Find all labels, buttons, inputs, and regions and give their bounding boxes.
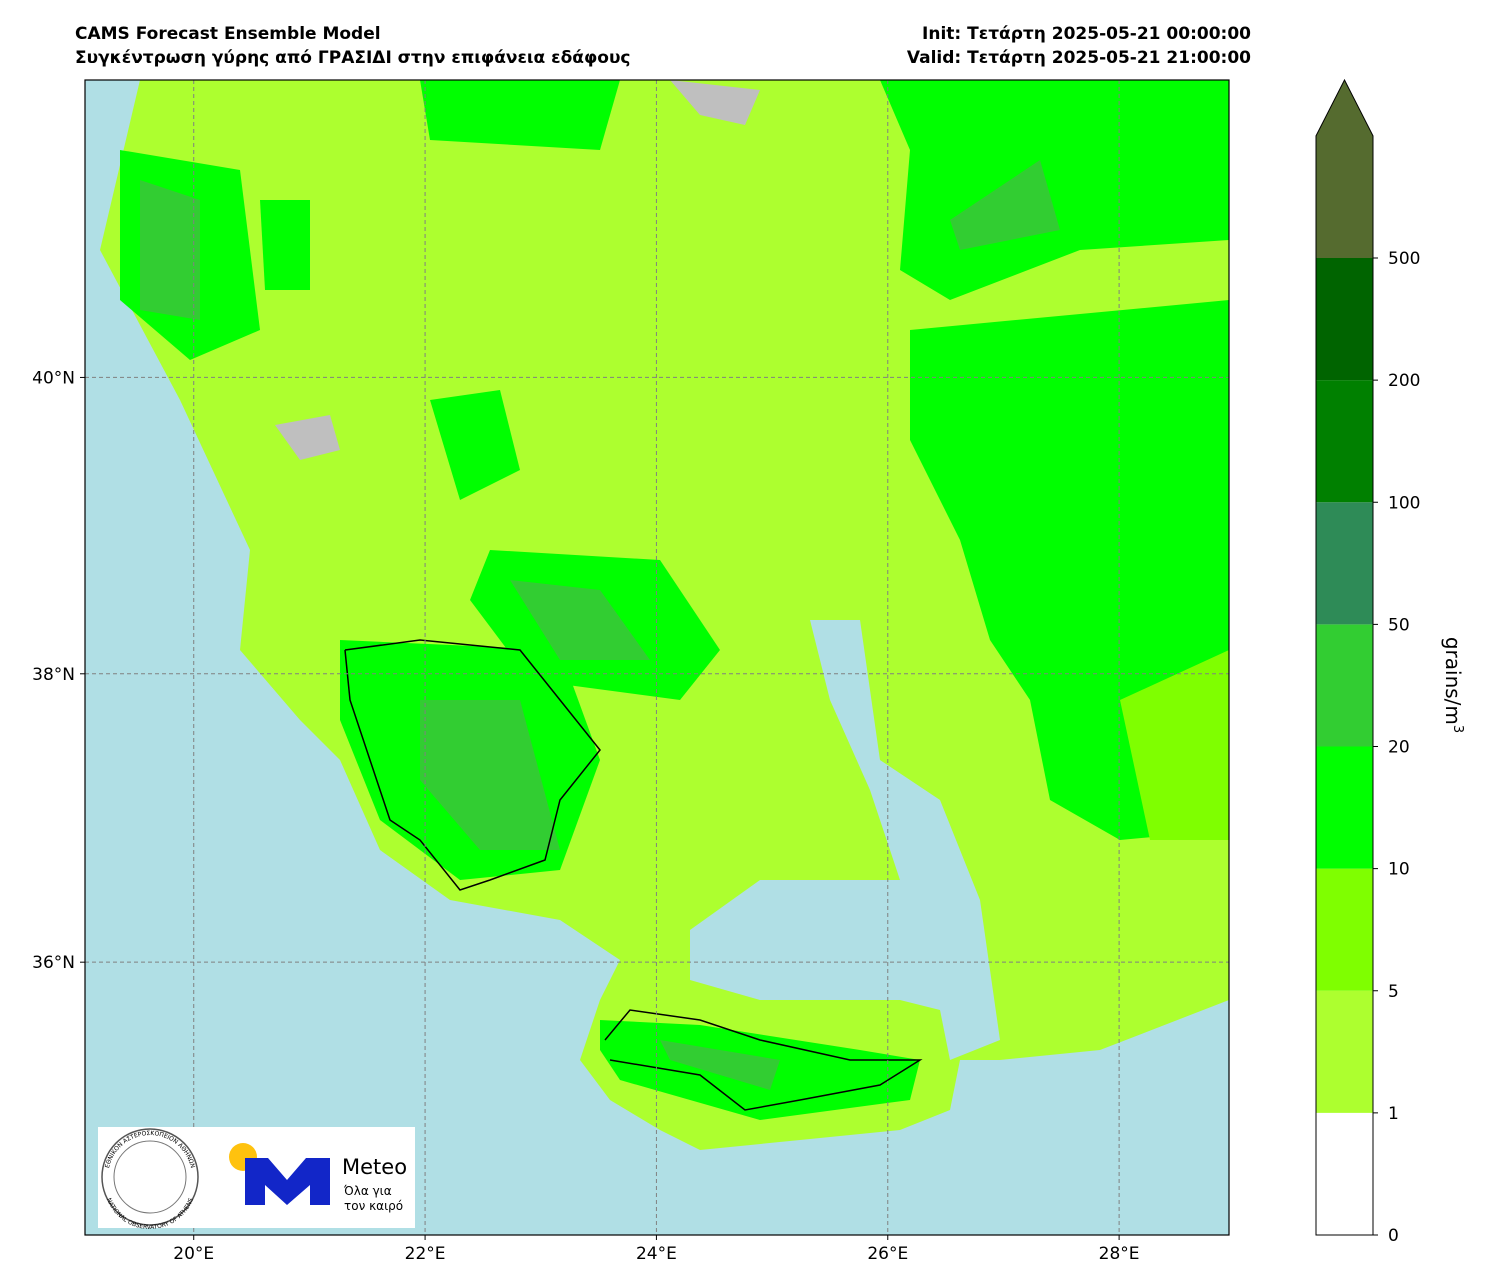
- pollen-area: [510, 580, 650, 660]
- colorbar-outline: [1315, 78, 1374, 1236]
- pollen-area: [950, 160, 1060, 250]
- x-tick-label: 28°E: [1099, 1244, 1140, 1264]
- colorbar-label-sup: 3: [1450, 725, 1465, 733]
- pollen-area: [260, 200, 310, 290]
- pollen-area: [1120, 650, 1229, 840]
- coastline: [344, 639, 601, 891]
- colorbar-segment: [1316, 380, 1373, 503]
- colorbar-segment: [1316, 1112, 1373, 1235]
- colorbar-extend: [1316, 80, 1373, 258]
- meteo-tagline: τον καιρό: [344, 1199, 403, 1213]
- colorbar-tick-label: 0: [1388, 1226, 1399, 1246]
- meteo-tagline: Όλα για: [343, 1184, 392, 1198]
- title: CAMS Forecast Ensemble Model: [75, 24, 381, 44]
- init-time: Init: Τετάρτη 2025-05-21 00:00:00: [922, 24, 1251, 44]
- valid-time: Valid: Τετάρτη 2025-05-21 21:00:00: [907, 48, 1251, 68]
- colorbar-segment: [1316, 868, 1373, 991]
- map: [85, 80, 1229, 1235]
- pollen-area: [140, 180, 200, 320]
- colorbar-tick-label: 10: [1388, 860, 1410, 880]
- colorbar-segment: [1316, 258, 1373, 381]
- colorbar: 0 1 5 10 20 50 100 200 500: [1315, 78, 1420, 1246]
- colorbar-tick-label: 500: [1388, 249, 1420, 269]
- map-frame: [84, 79, 1230, 1236]
- coastline: [604, 1009, 923, 1111]
- x-tick-label: 22°E: [405, 1244, 446, 1264]
- pollen-area: [420, 80, 620, 150]
- grid: [85, 80, 1229, 1235]
- colorbar-segment: [1316, 746, 1373, 869]
- pollen-area: [660, 1040, 780, 1090]
- colorbar-tick-label: 5: [1388, 982, 1399, 1002]
- observatory-seal: [101, 1128, 199, 1226]
- colorbar-segment: [1316, 990, 1373, 1113]
- x-tick-label: 26°E: [867, 1244, 908, 1264]
- x-tick-label: 24°E: [636, 1244, 677, 1264]
- y-tick-label: 38°N: [32, 665, 75, 685]
- colorbar-segment: [1316, 624, 1373, 747]
- colorbar-label: grains/m3: [1441, 637, 1465, 733]
- x-tick-label: 20°E: [173, 1244, 214, 1264]
- no-data-land: [275, 415, 340, 460]
- colorbar-tick-label: 20: [1388, 738, 1410, 758]
- colorbar-label-text: grains/m: [1441, 637, 1465, 725]
- y-tick-label: 36°N: [32, 953, 75, 973]
- meteo-name: Meteo: [342, 1155, 407, 1179]
- pollen-area: [420, 700, 560, 850]
- subtitle: Συγκέντρωση γύρης από ΓΡΑΣΙΔΙ στην επιφά…: [75, 48, 631, 68]
- colorbar-segment: [1316, 502, 1373, 625]
- observatory-seal: [113, 1140, 187, 1214]
- no-data-land: [670, 80, 760, 125]
- meteo-m: [245, 1158, 330, 1205]
- y-tick-label: 40°N: [32, 368, 75, 388]
- colorbar-tick-label: 200: [1388, 371, 1420, 391]
- logo-box: ΕΘΝΙΚΟΝ ΑΣΤΕΡΟΣΚΟΠΕΙΟΝ ΑΘΗΝΩΝ NATIONAL O…: [98, 1127, 415, 1231]
- colorbar-tick-label: 100: [1388, 493, 1420, 513]
- colorbar-tick-label: 50: [1388, 615, 1410, 635]
- sea: [690, 620, 1000, 1060]
- pollen-area: [430, 390, 520, 500]
- colorbar-tick-label: 1: [1388, 1104, 1399, 1124]
